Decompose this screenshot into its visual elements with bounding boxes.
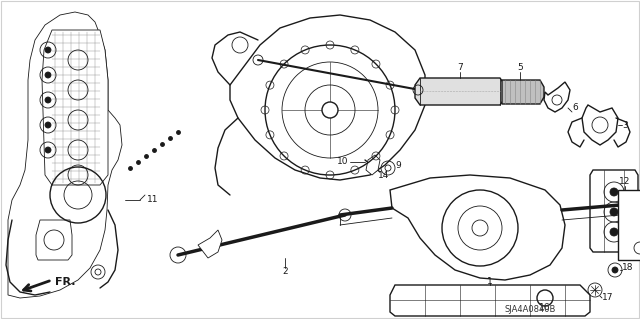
Text: 7: 7 (457, 63, 463, 72)
Text: 5: 5 (517, 63, 523, 72)
Text: 12: 12 (620, 177, 630, 187)
Text: 1: 1 (487, 278, 493, 286)
Text: FR.: FR. (55, 277, 76, 287)
Circle shape (322, 102, 338, 118)
Circle shape (45, 122, 51, 128)
Polygon shape (42, 30, 108, 185)
Text: 10: 10 (337, 158, 348, 167)
Circle shape (45, 72, 51, 78)
Polygon shape (582, 105, 618, 145)
Text: 9: 9 (395, 160, 401, 169)
Text: 16: 16 (540, 303, 551, 313)
Polygon shape (502, 80, 544, 104)
Text: 11: 11 (147, 196, 159, 204)
Polygon shape (390, 175, 565, 280)
Text: SJA4A0840B: SJA4A0840B (504, 306, 556, 315)
Polygon shape (415, 78, 505, 105)
Polygon shape (36, 220, 72, 260)
Polygon shape (590, 170, 638, 252)
Circle shape (610, 208, 618, 216)
Polygon shape (544, 82, 570, 112)
Circle shape (612, 267, 618, 273)
Polygon shape (390, 285, 590, 316)
Bar (618, 190, 640, 260)
Circle shape (45, 147, 51, 153)
Text: 6: 6 (572, 103, 578, 113)
Circle shape (45, 97, 51, 103)
Polygon shape (366, 155, 380, 175)
Polygon shape (198, 230, 222, 258)
Circle shape (610, 188, 618, 196)
Circle shape (45, 47, 51, 53)
Text: 18: 18 (622, 263, 634, 272)
Polygon shape (8, 12, 122, 298)
Text: 14: 14 (378, 172, 389, 181)
Text: 17: 17 (602, 293, 614, 302)
Text: 2: 2 (282, 268, 288, 277)
Text: 3: 3 (622, 121, 628, 130)
Circle shape (610, 228, 618, 236)
Polygon shape (230, 15, 425, 180)
